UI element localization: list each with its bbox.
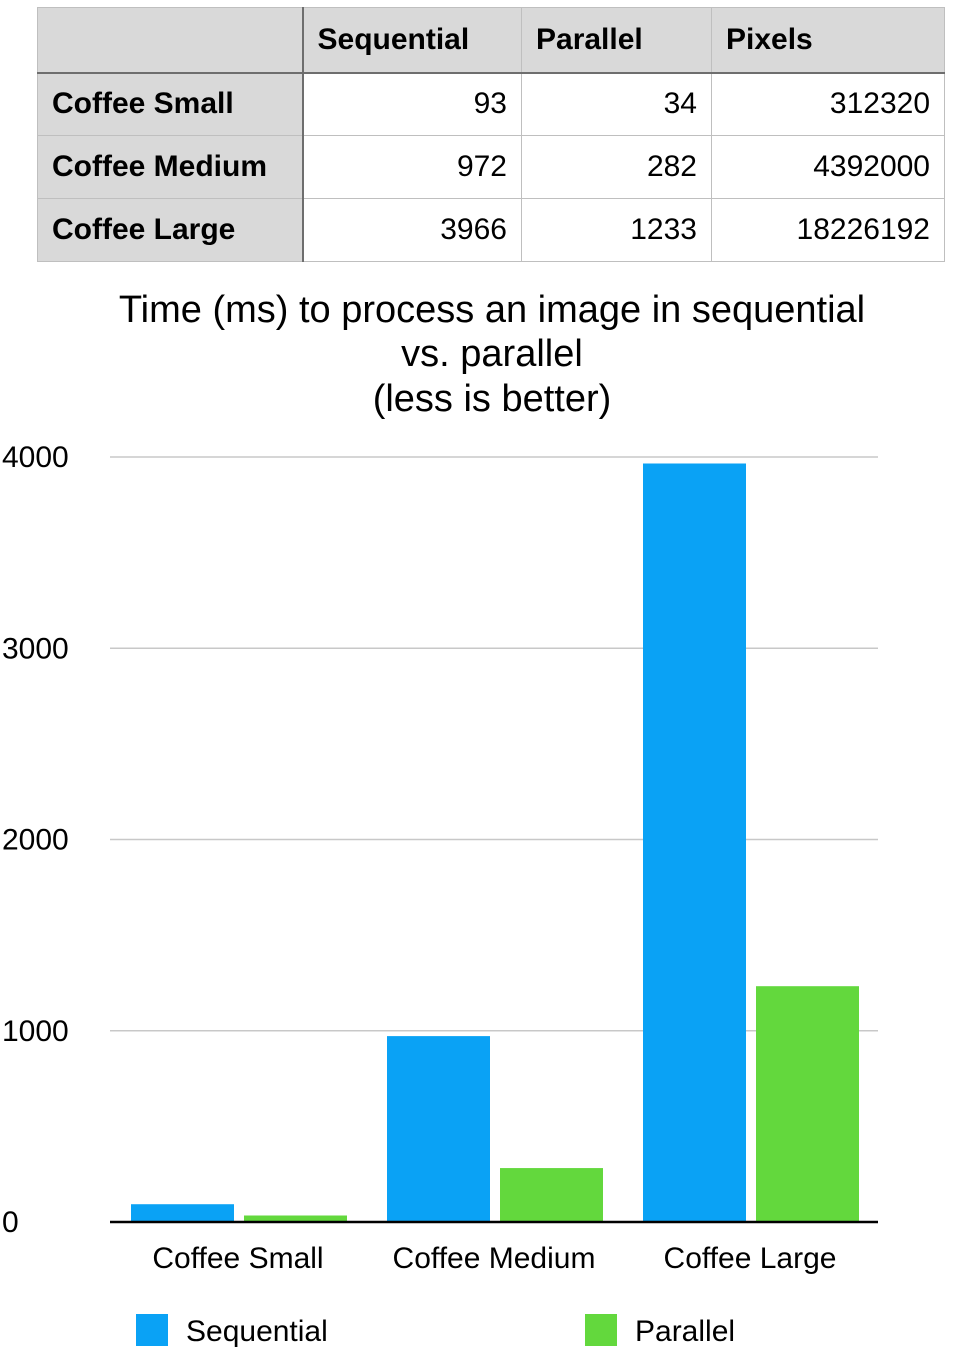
bar-sequential-coffee-small bbox=[131, 1204, 234, 1222]
table-row: Coffee Medium 972 282 4392000 bbox=[37, 135, 945, 199]
legend: Sequential Parallel bbox=[136, 1314, 735, 1348]
table-header-row: Sequential Parallel Pixels bbox=[37, 7, 945, 74]
legend-item: Sequential bbox=[136, 1314, 328, 1348]
cell-pixels: 18226192 bbox=[711, 198, 945, 262]
row-label: Coffee Large bbox=[37, 198, 304, 262]
table-row: Coffee Large 3966 1233 18226192 bbox=[37, 198, 945, 262]
y-tick-label: 2000 bbox=[2, 824, 69, 857]
data-table: Sequential Parallel Pixels Coffee Small … bbox=[37, 7, 945, 262]
y-tick-label: 4000 bbox=[2, 441, 69, 474]
bar-sequential-coffee-large bbox=[643, 463, 746, 1222]
table-row: Coffee Small 93 34 312320 bbox=[37, 72, 945, 136]
cell-pixels: 4392000 bbox=[711, 135, 945, 199]
x-tick-label: Coffee Medium bbox=[393, 1242, 596, 1275]
x-tick-label: Coffee Large bbox=[664, 1242, 837, 1275]
y-axis-ticks: 0 1000 2000 3000 4000 bbox=[2, 441, 69, 1239]
bar-parallel-coffee-medium bbox=[500, 1168, 603, 1222]
bars bbox=[131, 463, 859, 1222]
cell-sequential: 3966 bbox=[302, 198, 522, 262]
legend-swatch bbox=[136, 1314, 168, 1346]
y-tick-label: 0 bbox=[2, 1206, 19, 1239]
table-corner-cell bbox=[37, 7, 304, 74]
bar-sequential-coffee-medium bbox=[387, 1036, 490, 1222]
chart-title-line-1: Time (ms) to process an image in sequent… bbox=[119, 289, 865, 331]
cell-parallel: 1233 bbox=[521, 198, 712, 262]
bar-parallel-coffee-small bbox=[244, 1215, 347, 1222]
category-labels: Coffee Small Coffee Medium Coffee Large bbox=[152, 1242, 836, 1275]
row-label: Coffee Small bbox=[37, 72, 304, 136]
chart-title-line-3: (less is better) bbox=[373, 378, 612, 420]
bar-parallel-coffee-large bbox=[756, 986, 859, 1222]
column-header-parallel: Parallel bbox=[521, 7, 712, 74]
chart-title: Time (ms) to process an image in sequent… bbox=[119, 289, 865, 420]
column-header-sequential: Sequential bbox=[302, 7, 522, 74]
column-header-pixels: Pixels bbox=[711, 7, 945, 74]
legend-swatch bbox=[585, 1314, 617, 1346]
cell-parallel: 34 bbox=[521, 72, 712, 136]
y-tick-label: 1000 bbox=[2, 1015, 69, 1048]
chart-title-line-2: vs. parallel bbox=[401, 333, 583, 375]
cell-sequential: 972 bbox=[302, 135, 522, 199]
legend-item: Parallel bbox=[585, 1314, 735, 1348]
grid-lines bbox=[110, 456, 878, 1032]
y-tick-label: 3000 bbox=[2, 632, 69, 665]
legend-label: Sequential bbox=[186, 1315, 328, 1348]
row-label: Coffee Medium bbox=[37, 135, 304, 199]
bar-chart: Time (ms) to process an image in sequent… bbox=[2, 289, 878, 1348]
cell-sequential: 93 bbox=[302, 72, 522, 136]
legend-label: Parallel bbox=[635, 1315, 735, 1348]
cell-parallel: 282 bbox=[521, 135, 712, 199]
cell-pixels: 312320 bbox=[711, 72, 945, 136]
x-tick-label: Coffee Small bbox=[152, 1242, 323, 1275]
